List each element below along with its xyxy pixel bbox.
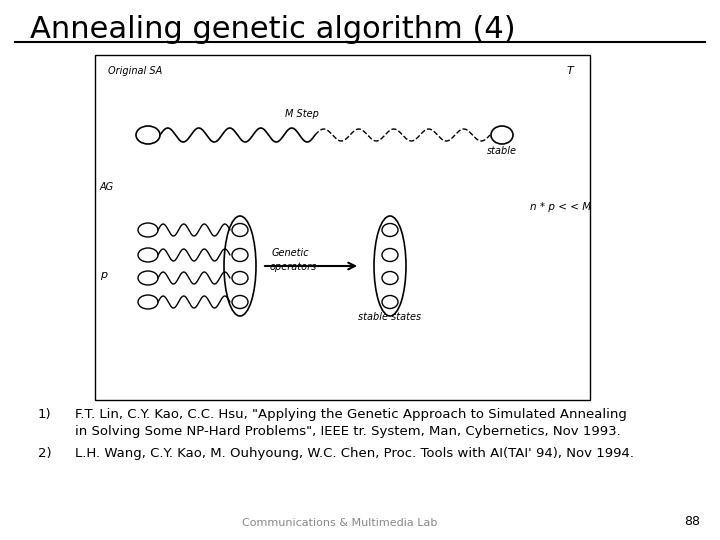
Text: in Solving Some NP-Hard Problems", IEEE tr. System, Man, Cybernetics, Nov 1993.: in Solving Some NP-Hard Problems", IEEE …: [75, 425, 621, 438]
Text: 2): 2): [38, 447, 52, 460]
Text: AG: AG: [100, 182, 114, 192]
Text: operators: operators: [270, 262, 318, 272]
Text: p: p: [100, 270, 107, 280]
Text: Original SA: Original SA: [108, 66, 162, 76]
Text: L.H. Wang, C.Y. Kao, M. Ouhyoung, W.C. Chen, Proc. Tools with AI(TAI' 94), Nov 1: L.H. Wang, C.Y. Kao, M. Ouhyoung, W.C. C…: [75, 447, 634, 460]
Bar: [95, 55, 590, 400]
Text: stable states: stable states: [358, 312, 421, 322]
Text: 88: 88: [684, 515, 700, 528]
Text: n * p < < M: n * p < < M: [530, 202, 591, 212]
Text: T: T: [567, 66, 574, 76]
Text: Genetic: Genetic: [272, 248, 310, 258]
Text: M Step: M Step: [285, 109, 319, 119]
Text: Communications & Multimedia Lab: Communications & Multimedia Lab: [243, 518, 438, 528]
Text: F.T. Lin, C.Y. Kao, C.C. Hsu, "Applying the Genetic Approach to Simulated Anneal: F.T. Lin, C.Y. Kao, C.C. Hsu, "Applying …: [75, 408, 627, 421]
Text: Annealing genetic algorithm (4): Annealing genetic algorithm (4): [30, 15, 516, 44]
Text: 1): 1): [38, 408, 52, 421]
Text: stable: stable: [487, 146, 517, 156]
